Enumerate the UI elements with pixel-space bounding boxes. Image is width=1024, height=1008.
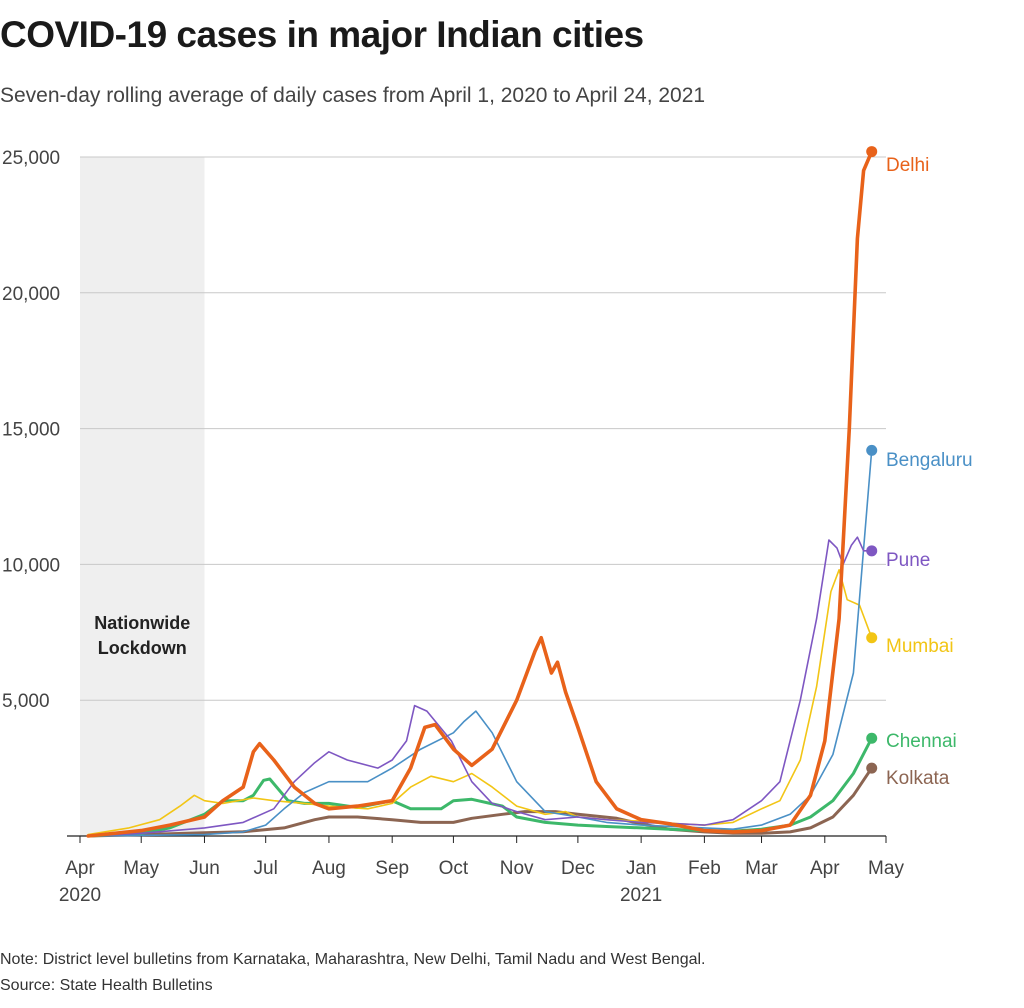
- series-line-kolkata: [86, 766, 874, 838]
- x-tick-year-label: 2020: [59, 885, 101, 906]
- series-endpoint-bengaluru: [866, 444, 878, 456]
- lockdown-label-line1: Nationwide: [94, 613, 190, 633]
- series-line-pune: [87, 536, 873, 837]
- x-tick-label: Feb: [688, 858, 721, 879]
- lockdown-label-line2: Lockdown: [98, 638, 187, 658]
- series-line-chennai: [86, 736, 874, 838]
- series-label-chennai: Chennai: [886, 731, 957, 752]
- series-line-bengaluru: [87, 449, 873, 837]
- x-tick-label: Jul: [254, 858, 278, 879]
- series-endpoint-pune: [866, 545, 878, 557]
- y-tick-label: 25,000: [2, 148, 60, 169]
- x-tick-label: Sep: [375, 858, 409, 879]
- chart-title: COVID-19 cases in major Indian cities: [0, 14, 644, 55]
- y-tick-label: 20,000: [2, 284, 60, 305]
- lockdown-band: [80, 157, 205, 836]
- x-tick-label: May: [868, 858, 904, 879]
- x-tick-label: Jan: [626, 858, 657, 879]
- chart-note: Note: District level bulletins from Karn…: [0, 951, 706, 968]
- y-tick-label: 15,000: [2, 420, 60, 441]
- series-label-bengaluru: Bengaluru: [886, 450, 973, 471]
- series-endpoint-delhi: [866, 146, 878, 158]
- x-tick-label: May: [123, 858, 159, 879]
- x-tick-label: Apr: [65, 858, 95, 879]
- series-label-mumbai: Mumbai: [886, 636, 954, 657]
- x-tick-label: Nov: [500, 858, 534, 879]
- x-tick-label: Jun: [189, 858, 220, 879]
- line-chart: Nationwide Lockdown 5,000 10,000 15,000 20,00…: [2, 146, 973, 906]
- chart-subtitle: Seven-day rolling average of daily cases…: [0, 84, 706, 107]
- series-label-delhi: Delhi: [886, 155, 929, 176]
- series-label-pune: Pune: [886, 550, 930, 571]
- x-tick-label: Apr: [810, 858, 840, 879]
- series-endpoint-mumbai: [866, 632, 878, 644]
- x-tick-label: Dec: [561, 858, 595, 879]
- x-tick-label: Aug: [312, 858, 346, 879]
- chart-source: Source: State Health Bulletins: [0, 977, 213, 994]
- series-endpoint-kolkata: [866, 762, 878, 774]
- y-tick-label: 10,000: [2, 555, 60, 576]
- series-line-mumbai: [87, 568, 873, 836]
- series-line-delhi: [86, 149, 874, 838]
- x-tick-year-label: 2021: [620, 885, 662, 906]
- y-tick-label: 5,000: [2, 691, 50, 712]
- series-endpoint-chennai: [866, 732, 878, 744]
- series-label-kolkata: Kolkata: [886, 768, 950, 789]
- x-tick-label: Oct: [439, 858, 469, 879]
- x-tick-label: Mar: [745, 858, 778, 879]
